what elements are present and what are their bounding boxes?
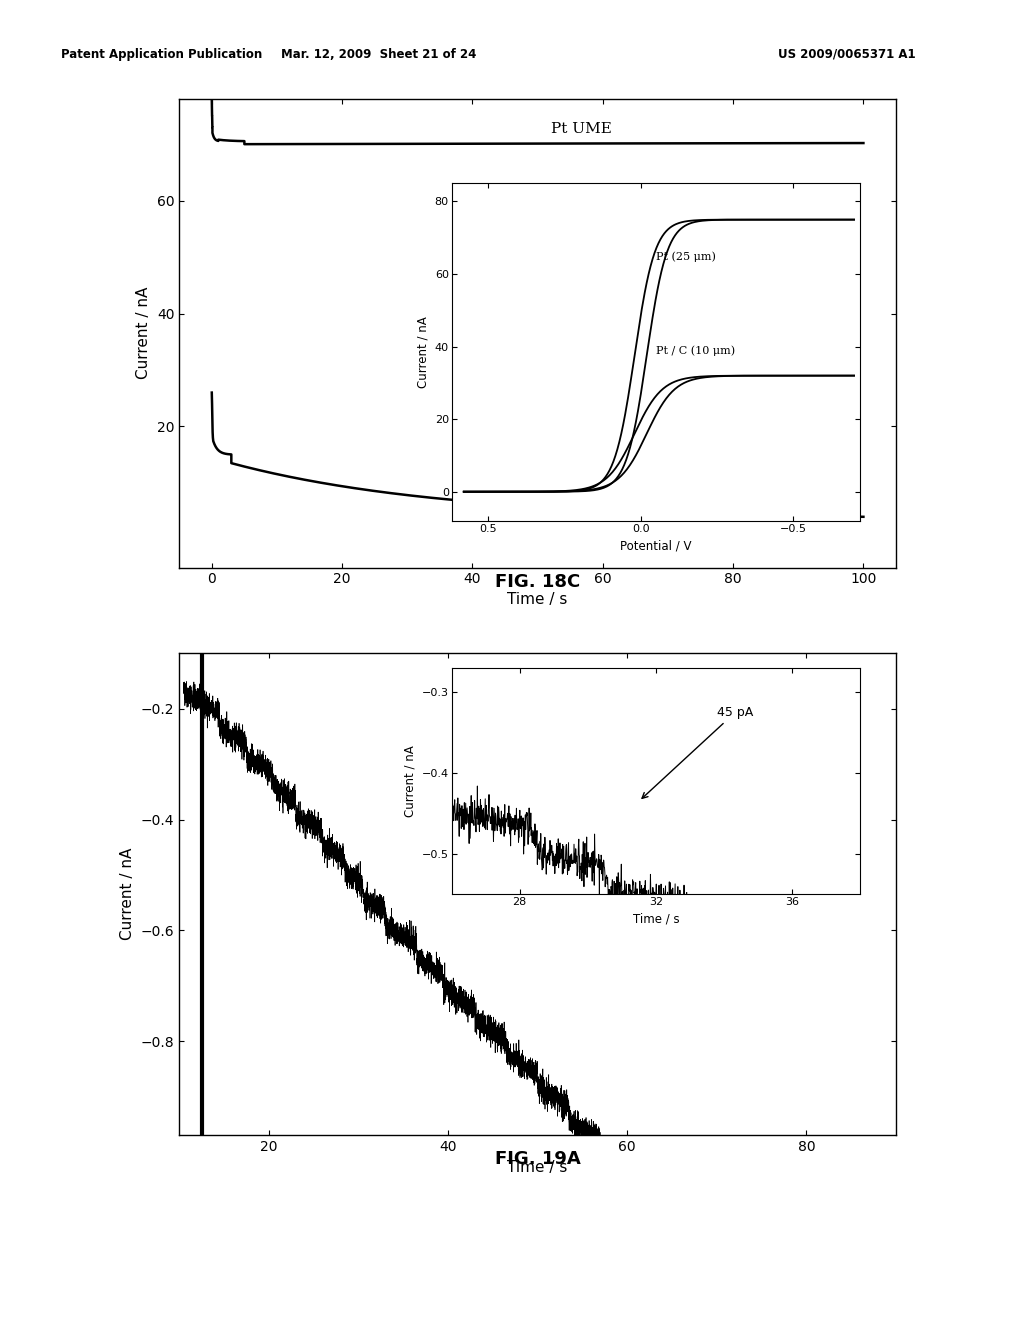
Text: FIG. 18C: FIG. 18C: [495, 573, 581, 591]
Text: Patent Application Publication: Patent Application Publication: [61, 48, 263, 61]
X-axis label: Time / s: Time / s: [508, 1159, 567, 1175]
Text: Mar. 12, 2009  Sheet 21 of 24: Mar. 12, 2009 Sheet 21 of 24: [282, 48, 476, 61]
Text: Pt /C UME: Pt /C UME: [635, 498, 718, 511]
Text: FIG. 19A: FIG. 19A: [495, 1150, 581, 1168]
Text: Pt UME: Pt UME: [551, 121, 611, 136]
X-axis label: Time / s: Time / s: [508, 591, 567, 607]
Text: US 2009/0065371 A1: US 2009/0065371 A1: [778, 48, 915, 61]
Y-axis label: Current / nA: Current / nA: [136, 288, 152, 379]
Y-axis label: Current / nA: Current / nA: [120, 849, 135, 940]
